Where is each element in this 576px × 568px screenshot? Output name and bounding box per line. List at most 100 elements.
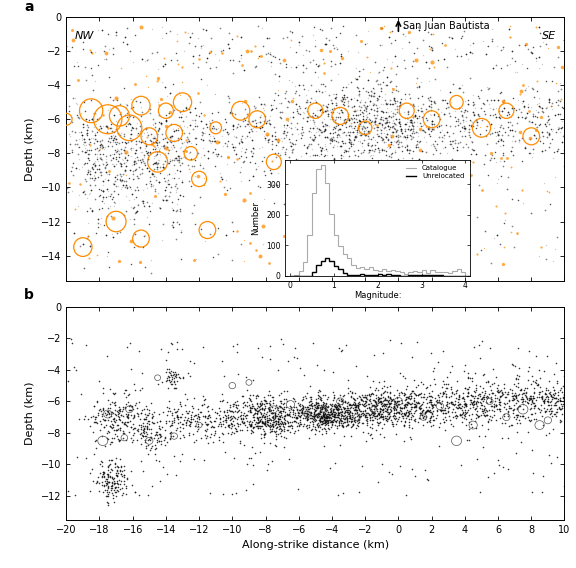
Point	[82, 131, 92, 140]
Point	[330, 156, 339, 165]
Point	[125, 130, 134, 139]
Point	[298, 404, 308, 414]
Point	[465, 424, 474, 433]
Point	[150, 172, 159, 181]
Point	[249, 410, 259, 419]
Point	[441, 409, 450, 418]
Point	[263, 460, 272, 469]
Point	[325, 407, 334, 416]
Point	[507, 386, 517, 395]
Point	[347, 142, 356, 151]
Point	[85, 203, 94, 212]
Point	[412, 140, 422, 149]
Point	[353, 151, 362, 160]
Point	[260, 419, 270, 428]
Point	[431, 244, 441, 253]
Point	[294, 421, 304, 430]
Point	[226, 414, 235, 423]
Point	[338, 108, 347, 118]
Point	[314, 112, 323, 121]
Point	[102, 410, 111, 419]
Point	[101, 481, 111, 490]
Point	[105, 478, 114, 487]
Point	[414, 106, 423, 115]
Point	[334, 119, 343, 128]
Point	[384, 395, 393, 404]
Point	[288, 409, 297, 418]
Point	[362, 128, 371, 137]
Point	[92, 144, 101, 153]
Point	[365, 400, 374, 409]
Point	[284, 168, 293, 177]
Point	[486, 156, 495, 165]
Point	[123, 397, 132, 406]
Point	[82, 169, 92, 178]
Point	[315, 414, 324, 423]
Point	[253, 417, 262, 427]
Point	[383, 135, 392, 144]
Point	[236, 410, 245, 419]
Point	[494, 96, 503, 105]
Point	[328, 411, 338, 420]
Point	[85, 134, 94, 143]
Point	[495, 392, 504, 402]
Point	[341, 122, 350, 131]
Point	[496, 240, 505, 249]
Point	[413, 83, 422, 92]
Point	[104, 106, 113, 115]
Point	[113, 156, 122, 165]
Point	[465, 115, 475, 124]
Point	[129, 411, 138, 420]
Point	[377, 135, 386, 144]
Point	[326, 403, 335, 412]
Point	[137, 431, 146, 440]
Point	[120, 145, 129, 154]
Point	[132, 152, 142, 161]
Point	[92, 417, 101, 426]
Point	[275, 411, 284, 420]
Point	[119, 472, 128, 481]
Point	[446, 398, 456, 407]
Point	[346, 136, 355, 145]
Point	[264, 414, 274, 423]
Point	[528, 391, 537, 400]
Point	[103, 248, 112, 257]
Point	[446, 420, 455, 429]
Point	[109, 389, 118, 398]
Point	[70, 127, 79, 136]
Point	[483, 83, 492, 92]
Point	[334, 120, 343, 130]
Point	[366, 105, 376, 114]
Point	[426, 391, 435, 400]
Point	[137, 420, 146, 429]
Point	[322, 145, 331, 154]
Point	[242, 402, 252, 411]
Point	[300, 408, 309, 417]
Point	[274, 72, 283, 81]
Point	[353, 417, 362, 426]
Point	[407, 116, 416, 125]
Point	[246, 421, 255, 431]
Point	[438, 95, 448, 105]
Point	[411, 471, 420, 480]
Point	[161, 116, 170, 126]
Point	[249, 413, 259, 422]
Point	[147, 441, 157, 450]
Point	[486, 397, 495, 406]
Point	[518, 412, 528, 421]
Point	[425, 102, 434, 111]
Point	[514, 40, 524, 49]
Point	[278, 137, 287, 146]
Point	[458, 407, 468, 416]
Point	[483, 121, 492, 130]
Point	[459, 414, 468, 423]
Point	[344, 144, 354, 153]
Point	[344, 410, 353, 419]
Point	[345, 131, 354, 140]
Point	[104, 176, 113, 185]
Point	[154, 456, 164, 465]
Point	[285, 406, 294, 415]
Point	[157, 195, 166, 204]
Point	[235, 138, 244, 147]
Point	[139, 428, 148, 437]
